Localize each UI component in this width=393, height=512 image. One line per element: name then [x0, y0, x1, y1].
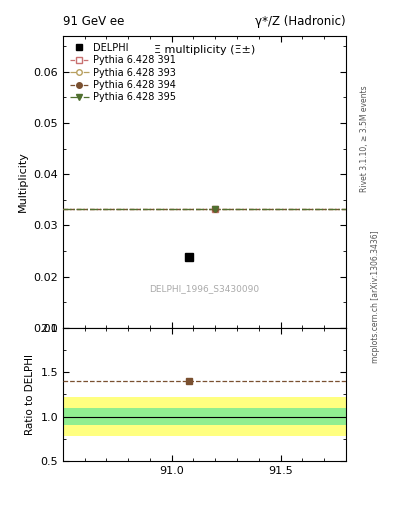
Text: γ*/Z (Hadronic): γ*/Z (Hadronic) [255, 15, 346, 28]
Legend: DELPHI, Pythia 6.428 391, Pythia 6.428 393, Pythia 6.428 394, Pythia 6.428 395: DELPHI, Pythia 6.428 391, Pythia 6.428 3… [68, 40, 178, 104]
Text: 91 GeV ee: 91 GeV ee [63, 15, 124, 28]
Bar [63, 397, 346, 436]
Text: DELPHI_1996_S3430090: DELPHI_1996_S3430090 [149, 284, 259, 293]
Y-axis label: Multiplicity: Multiplicity [18, 152, 28, 212]
Y-axis label: Ratio to DELPHI: Ratio to DELPHI [25, 354, 35, 435]
Text: Ξ multiplicity (Ξ±): Ξ multiplicity (Ξ±) [154, 45, 255, 55]
Bar [63, 408, 346, 425]
Text: mcplots.cern.ch [arXiv:1306.3436]: mcplots.cern.ch [arXiv:1306.3436] [371, 230, 380, 364]
Text: Rivet 3.1.10, ≥ 3.5M events: Rivet 3.1.10, ≥ 3.5M events [360, 85, 369, 191]
